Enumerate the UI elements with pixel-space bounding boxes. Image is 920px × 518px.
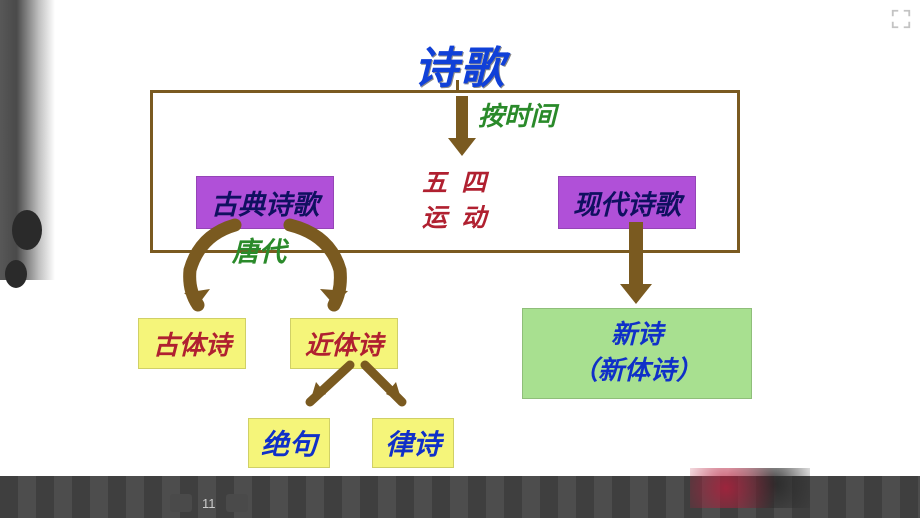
split-arrows-classical bbox=[150, 215, 410, 325]
page-number: 11 bbox=[202, 496, 216, 511]
next-page-button[interactable] bbox=[226, 494, 248, 512]
prev-page-button[interactable] bbox=[170, 494, 192, 512]
node-new-poetry: 新诗 （新体诗） bbox=[522, 308, 752, 399]
arrow-center bbox=[448, 96, 476, 156]
title-stem bbox=[456, 80, 459, 92]
label-by-time: 按时间 bbox=[478, 96, 556, 133]
footer-ink bbox=[690, 468, 810, 508]
bracket-top bbox=[150, 90, 740, 93]
page-control: 11 bbox=[170, 494, 248, 512]
ink-blob bbox=[5, 260, 27, 288]
node-jueju: 绝句 bbox=[248, 418, 330, 468]
ink-blob bbox=[12, 210, 42, 250]
node-guti: 古体诗 bbox=[138, 318, 246, 369]
new-poetry-line2: （新体诗） bbox=[533, 353, 741, 389]
arrow-modern bbox=[620, 222, 652, 304]
label-may-fourth-1: 五 四 bbox=[422, 163, 490, 199]
split-arrows-jinti bbox=[270, 360, 440, 420]
root-title: 诗歌 bbox=[414, 32, 506, 96]
label-may-fourth-2: 运 动 bbox=[422, 198, 490, 234]
new-poetry-line1: 新诗 bbox=[533, 317, 741, 353]
node-lvshi: 律诗 bbox=[372, 418, 454, 468]
bracket-right bbox=[737, 90, 740, 250]
expand-icon[interactable] bbox=[890, 8, 912, 30]
